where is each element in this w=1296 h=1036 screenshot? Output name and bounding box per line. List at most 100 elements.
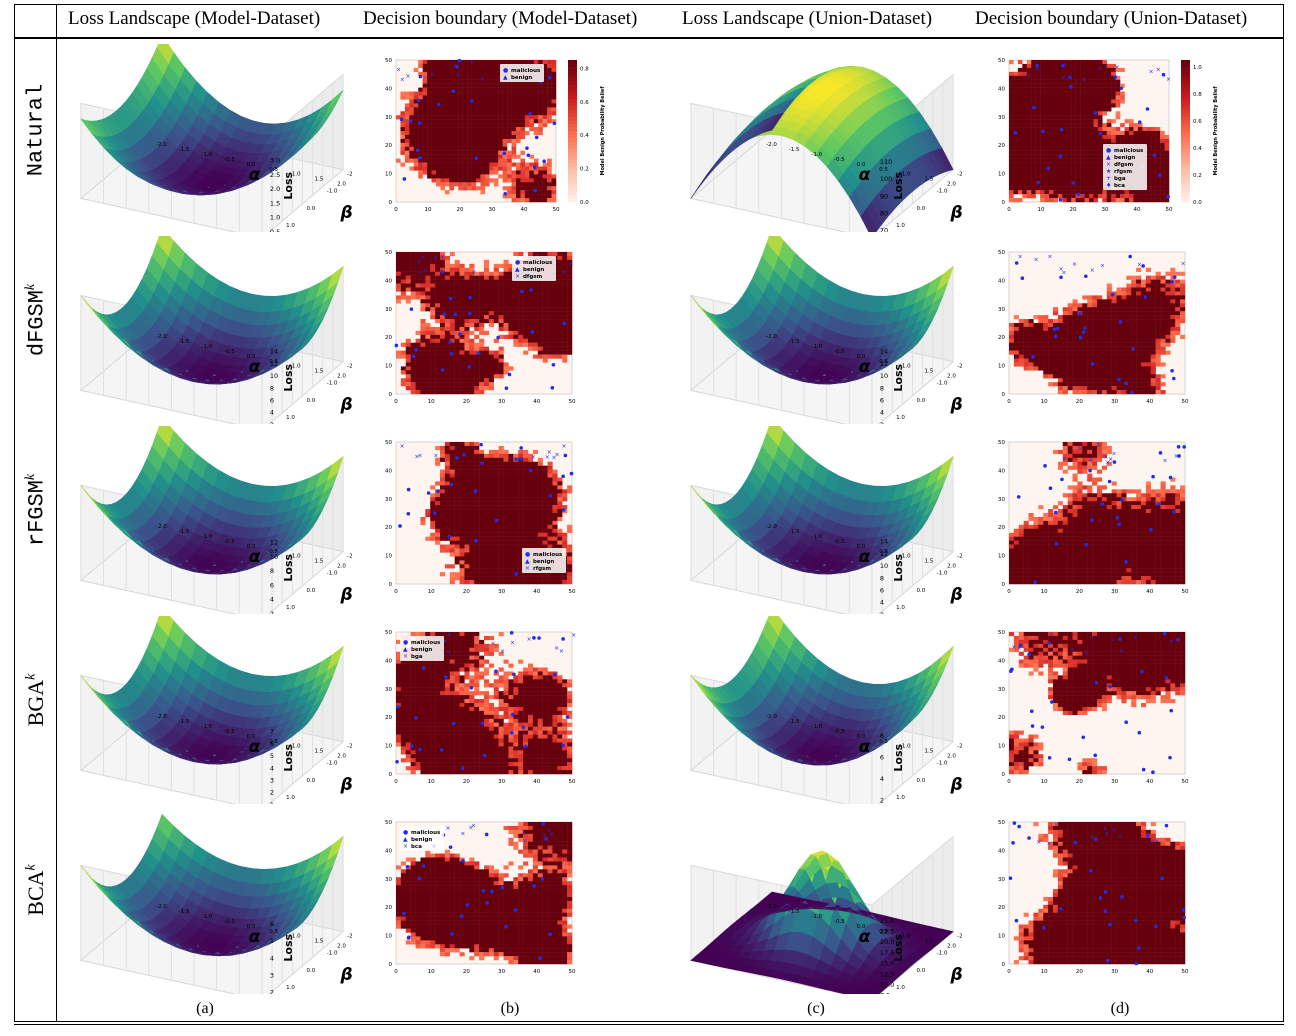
data-point bbox=[1118, 637, 1122, 641]
legend-marker: × bbox=[1106, 161, 1111, 168]
data-point: × bbox=[1181, 260, 1186, 267]
alpha-tick-label: 0.5 bbox=[879, 739, 888, 745]
loss-tick-label: 90 bbox=[880, 192, 888, 200]
heatmap-grid bbox=[395, 821, 573, 965]
data-point bbox=[1060, 477, 1064, 482]
data-point bbox=[1124, 560, 1128, 564]
data-point bbox=[409, 744, 414, 748]
legend-label: bca bbox=[1114, 183, 1125, 189]
beta-axis-label: β bbox=[949, 585, 962, 605]
data-point bbox=[548, 494, 553, 498]
data-point bbox=[1162, 631, 1167, 636]
loss-surface bbox=[80, 226, 344, 385]
heatmap-grid bbox=[395, 59, 557, 203]
y-tick-label: 20 bbox=[385, 715, 392, 721]
alpha-tick-label: 1.5 bbox=[314, 559, 323, 565]
legend-label: rfgsm bbox=[533, 566, 551, 572]
loss-axis-label: Loss bbox=[892, 363, 905, 391]
y-tick-label: 0 bbox=[1002, 772, 1006, 778]
data-point: × bbox=[416, 258, 421, 265]
data-point: × bbox=[1018, 253, 1023, 260]
data-point bbox=[533, 188, 538, 193]
y-tick-label: 40 bbox=[385, 468, 392, 474]
loss-axis-label: Loss bbox=[282, 363, 295, 391]
data-point bbox=[1098, 131, 1103, 136]
colorbar-tick-label: 0.2 bbox=[1193, 173, 1202, 179]
alpha-tick-label: -1.5 bbox=[789, 529, 800, 535]
data-point bbox=[1031, 354, 1035, 359]
beta-tick-label: -2.0 bbox=[957, 934, 962, 940]
alpha-tick-label: -2.0 bbox=[156, 524, 167, 530]
data-point: × bbox=[1017, 645, 1022, 652]
data-point bbox=[455, 456, 459, 460]
alpha-tick-label: 0.5 bbox=[269, 359, 278, 365]
y-tick-label: 10 bbox=[998, 744, 1005, 750]
data-point bbox=[1054, 510, 1058, 515]
data-point bbox=[459, 914, 464, 919]
beta-axis-label: β bbox=[339, 203, 352, 223]
loss-tick-label: 1.0 bbox=[270, 214, 280, 222]
loss-tick-label: 70 bbox=[880, 226, 888, 232]
y-tick-label: 50 bbox=[998, 820, 1005, 826]
y-tick-label: 20 bbox=[998, 335, 1005, 341]
x-tick-label: 0 bbox=[1007, 207, 1011, 213]
loss-tick-label: 4 bbox=[880, 409, 884, 417]
x-tick-label: 10 bbox=[1041, 399, 1048, 405]
legend: ● malicious▲ benign bbox=[500, 64, 544, 82]
column-header-loss-union: Loss Landscape (Union-Dataset) bbox=[682, 8, 933, 29]
data-point: × bbox=[456, 72, 461, 79]
loss-tick-label: 10 bbox=[880, 372, 888, 380]
data-point: × bbox=[1096, 442, 1101, 449]
beta-tick-label: -1.0 bbox=[937, 381, 948, 387]
data-point bbox=[496, 335, 500, 340]
loss-axis-label: Loss bbox=[282, 553, 295, 581]
data-point bbox=[1141, 264, 1145, 268]
data-point bbox=[1177, 454, 1181, 458]
data-point: × bbox=[527, 636, 532, 643]
data-point: × bbox=[491, 640, 496, 647]
caption-d: (d) bbox=[1110, 1000, 1130, 1017]
data-point: × bbox=[552, 454, 557, 461]
loss-tick-label: 2 bbox=[270, 988, 274, 994]
alpha-tick-label: 0.5 bbox=[269, 167, 278, 173]
beta-tick-label: -1.0 bbox=[937, 951, 948, 957]
alpha-tick-label: 1.5 bbox=[924, 369, 933, 375]
data-point: × bbox=[1082, 77, 1087, 84]
data-point: × bbox=[1174, 453, 1179, 460]
loss-tick-label: 6 bbox=[270, 396, 274, 404]
loss-tick-label: 2 bbox=[880, 421, 884, 424]
data-point bbox=[474, 156, 479, 160]
data-point: × bbox=[562, 269, 567, 276]
figure-cell-r5-a: 2 3 4 5 6 Loss -2.0 -1.5 -1.0 -0.5 0.0 0.5 1.0 1.5 2.0… bbox=[62, 806, 358, 1008]
alpha-tick-label: 1.5 bbox=[314, 749, 323, 755]
x-tick-label: 20 bbox=[463, 589, 470, 595]
figure-cell-r1-d: × × × × × × × × × × 0 0 10 10 20 20 30 30 40 40 50 50 ● malicio… bbox=[985, 44, 1235, 232]
figure-cell-r1-b: ××××××××××0010102020303040405050●malicio… bbox=[372, 44, 632, 232]
alpha-tick-label: 2.0 bbox=[337, 944, 346, 950]
beta-tick-label: -1.0 bbox=[327, 381, 338, 387]
data-point bbox=[521, 725, 526, 730]
x-tick-label: 50 bbox=[1182, 589, 1189, 595]
data-point: × bbox=[1149, 839, 1154, 846]
beta-axis-label: β bbox=[339, 775, 352, 795]
data-point bbox=[399, 117, 404, 122]
column-header-boundary-model: Decision boundary (Model-Dataset) bbox=[363, 8, 638, 29]
x-tick-label: 10 bbox=[428, 779, 435, 785]
data-point: × bbox=[531, 454, 536, 461]
data-point bbox=[1134, 961, 1139, 966]
legend-marker: ● bbox=[525, 551, 530, 558]
data-point bbox=[530, 330, 535, 334]
data-point bbox=[451, 721, 456, 726]
data-point bbox=[510, 712, 515, 717]
alpha-tick-label: 2.0 bbox=[947, 182, 956, 188]
alpha-tick-label: 0.0 bbox=[247, 924, 256, 930]
colorbar-tick-label: 0.2 bbox=[580, 167, 589, 173]
y-tick-label: 30 bbox=[998, 877, 1005, 883]
data-point bbox=[528, 468, 533, 473]
alpha-tick-label: -1.0 bbox=[201, 724, 212, 730]
loss-tick-label: 10 bbox=[270, 372, 278, 380]
loss-tick-label: 6 bbox=[270, 920, 274, 928]
colorbar-tick-label: 0.6 bbox=[1193, 119, 1202, 125]
beta-axis-label: β bbox=[949, 965, 962, 985]
